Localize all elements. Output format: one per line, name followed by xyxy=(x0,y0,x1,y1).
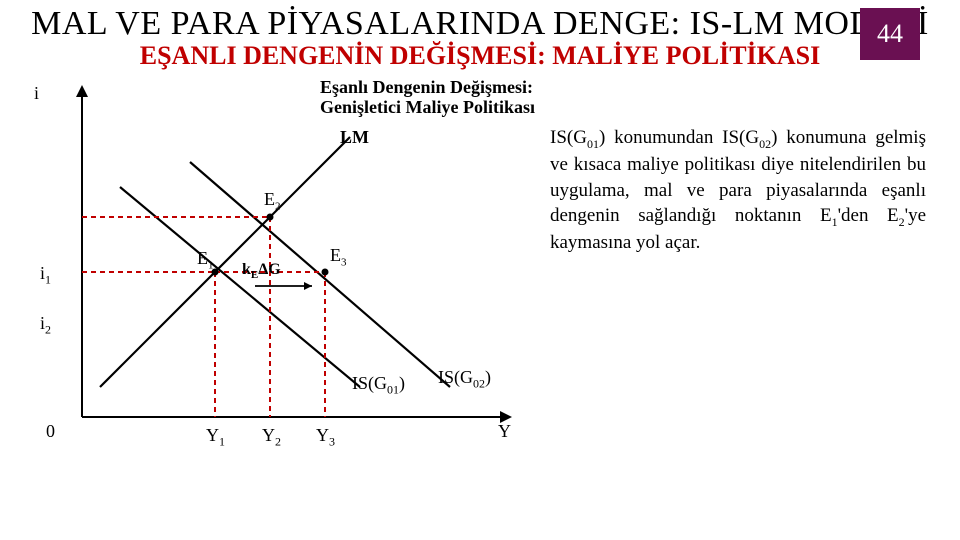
i2-label: i2 xyxy=(40,313,51,338)
e3-label: E3 xyxy=(330,245,347,269)
chart-caption-1: Eşanlı Dengenin Değişmesi: xyxy=(320,77,533,98)
y1-label: Y1 xyxy=(206,425,225,450)
origin-label: 0 xyxy=(46,421,55,442)
content-row: Eşanlı Dengenin Değişmesi: Genişletici M… xyxy=(0,71,960,457)
chart-caption-2: Genişletici Maliye Politikası xyxy=(320,97,535,118)
page-subtitle: EŞANLI DENGENİN DEĞİŞMESİ: MALİYE POLİTİ… xyxy=(0,41,960,71)
e2-label: E2 xyxy=(264,189,281,213)
y3-label: Y3 xyxy=(316,425,335,450)
is1-label: IS(G01) xyxy=(352,373,405,398)
is2-label: IS(G02) xyxy=(438,367,491,392)
axis-y-label: Y xyxy=(498,421,511,442)
e1-label: E1 xyxy=(197,248,214,272)
islm-chart: Eşanlı Dengenin Değişmesi: Genişletici M… xyxy=(20,77,530,457)
axis-i-label: i xyxy=(34,83,39,104)
i1-label: i1 xyxy=(40,263,51,288)
page-title: MAL VE PARA PİYASALARINDA DENGE: IS-LM M… xyxy=(0,0,960,43)
page-number-badge: 44 xyxy=(860,8,920,60)
multiplier-label: kEΔG xyxy=(242,261,281,281)
body-paragraph: IS(G01) konumundan IS(G02) konumuna gelm… xyxy=(550,77,932,457)
lm-label: LM xyxy=(340,127,369,148)
y2-label: Y2 xyxy=(262,425,281,450)
